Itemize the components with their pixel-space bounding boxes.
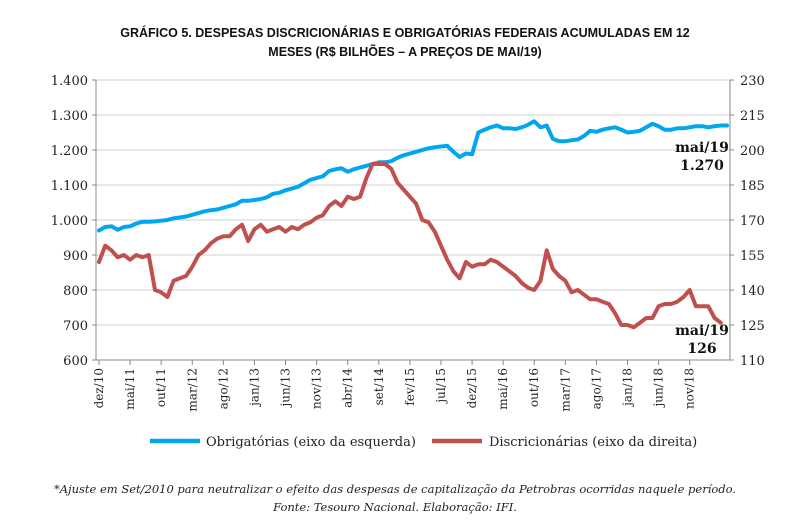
left-axis-tick-label: 700 <box>63 319 88 334</box>
x-axis-tick-label: jun/18 <box>652 368 666 409</box>
right-axis-tick-label: 200 <box>740 144 765 159</box>
left-axis-tick-label: 1.300 <box>51 109 88 124</box>
footnote: *Ajuste em Set/2010 para neutralizar o e… <box>54 482 736 496</box>
x-axis-tick-label: nov/18 <box>683 368 697 409</box>
axes: 600 110 700 125 800 140 900 155 1.000 170 1.100 185… <box>51 74 765 412</box>
x-axis-tick-label: fev/15 <box>403 368 417 406</box>
x-axis-tick-label: set/14 <box>372 368 386 406</box>
x-axis-tick-label: jul/15 <box>434 368 448 405</box>
source-note: Fonte: Tesouro Nacional. Elaboração: IFI… <box>272 500 517 514</box>
x-axis-tick-label: jan/13 <box>247 368 261 408</box>
left-axis-tick-label: 1.100 <box>51 179 88 194</box>
x-axis-tick-label: mai/11 <box>123 368 137 410</box>
series-line-discricionarias <box>97 162 723 330</box>
x-axis-tick-label: dez/15 <box>465 368 479 408</box>
annotation-discricionarias-date: mai/19 <box>675 323 729 339</box>
right-axis-tick-label: 155 <box>740 249 765 264</box>
left-axis-tick-label: 1.200 <box>51 144 88 159</box>
right-axis-tick-label: 170 <box>740 214 765 229</box>
x-axis-tick-label: out/11 <box>154 368 168 407</box>
x-axis-tick-label: ago/12 <box>216 368 230 409</box>
x-axis-tick-label: mar/12 <box>185 368 199 412</box>
x-axis-tick-label: out/16 <box>527 368 541 407</box>
left-axis-tick-label: 800 <box>63 284 88 299</box>
chart-title-line1: GRÁFICO 5. DESPESAS DISCRICIONÁRIAS E OB… <box>120 25 690 40</box>
x-axis-tick-label: dez/10 <box>92 368 106 408</box>
annotation-obrigatorias-value: 1.270 <box>680 158 724 174</box>
left-axis-tick-label: 900 <box>63 249 88 264</box>
x-axis-tick-label: abr/14 <box>341 368 355 408</box>
legend-label-discricionarias: Discricionárias (eixo da direita) <box>489 435 697 450</box>
left-axis-tick-label: 1.000 <box>51 214 88 229</box>
left-axis-tick-label: 600 <box>63 354 88 369</box>
x-axis-tick-label: ago/17 <box>589 368 603 409</box>
right-axis-tick-label: 125 <box>740 319 765 334</box>
right-axis-tick-label: 230 <box>740 74 765 89</box>
x-axis-tick-label: mar/17 <box>558 368 572 412</box>
right-axis-tick-label: 140 <box>740 284 765 299</box>
x-axis-tick-label: jan/18 <box>621 368 635 408</box>
right-axis-tick-label: 185 <box>740 179 765 194</box>
series-line-obrigatorias <box>97 119 729 233</box>
left-axis-tick-label: 1.400 <box>51 74 88 89</box>
annotation-discricionarias-value: 126 <box>687 341 716 357</box>
x-axis-tick-label: nov/13 <box>310 368 324 409</box>
chart-title-line2: MESES (R$ BILHÕES – A PREÇOS DE MAI/19) <box>268 44 541 59</box>
right-axis-tick-label: 215 <box>740 109 765 124</box>
legend: Obrigatórias (eixo da esquerda) Discrici… <box>150 435 697 450</box>
series-lines <box>97 119 729 330</box>
x-axis-tick-label: jun/13 <box>279 368 293 409</box>
legend-label-obrigatorias: Obrigatórias (eixo da esquerda) <box>206 435 416 450</box>
annotation-obrigatorias-date: mai/19 <box>675 140 729 156</box>
x-axis-tick-label: mai/16 <box>496 368 510 410</box>
right-axis-tick-label: 110 <box>740 354 765 369</box>
